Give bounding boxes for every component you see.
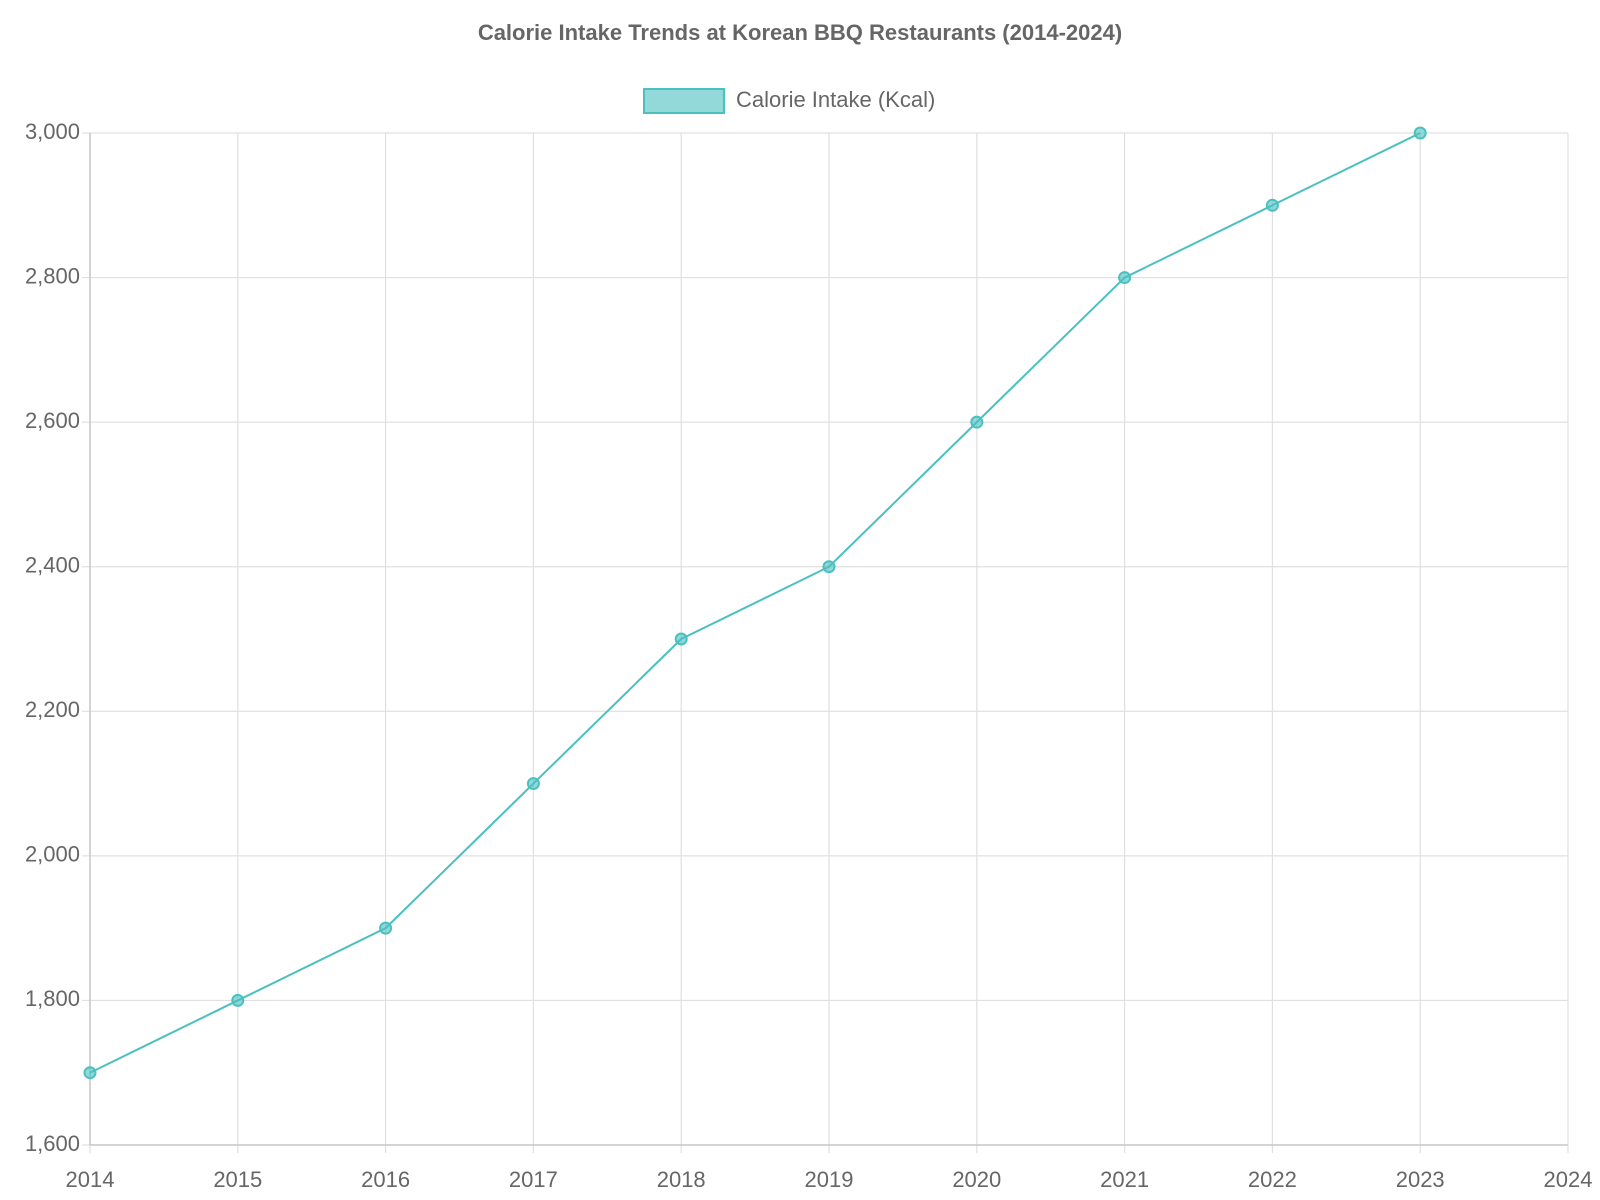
legend-label: Calorie Intake (Kcal) <box>736 87 935 112</box>
x-tick-label: 2015 <box>213 1167 262 1192</box>
data-point <box>379 921 393 935</box>
x-tick-label: 2014 <box>66 1167 115 1192</box>
data-point <box>1413 126 1427 140</box>
data-point <box>674 632 688 646</box>
x-tick-label: 2018 <box>657 1167 706 1192</box>
y-tick-label: 3,000 <box>25 119 80 144</box>
x-tick-label: 2024 <box>1544 1167 1593 1192</box>
data-point <box>1118 271 1132 285</box>
data-line <box>89 132 1421 1074</box>
x-tick-label: 2021 <box>1100 1167 1149 1192</box>
y-tick-label: 2,800 <box>25 263 80 288</box>
data-point <box>970 415 984 429</box>
y-tick-label: 1,600 <box>25 1131 80 1156</box>
data-point <box>231 993 245 1007</box>
x-tick-label: 2020 <box>952 1167 1001 1192</box>
chart-title: Calorie Intake Trends at Korean BBQ Rest… <box>478 20 1122 45</box>
x-tick-label: 2017 <box>509 1167 558 1192</box>
legend-swatch <box>643 88 725 114</box>
x-tick-label: 2023 <box>1396 1167 1445 1192</box>
data-point <box>526 777 540 791</box>
y-tick-label: 2,000 <box>25 842 80 867</box>
y-tick-label: 2,200 <box>25 697 80 722</box>
data-point <box>822 560 836 574</box>
x-tick-label: 2022 <box>1248 1167 1297 1192</box>
x-tick-label: 2019 <box>805 1167 854 1192</box>
data-point <box>1265 198 1279 212</box>
y-tick-label: 2,400 <box>25 553 80 578</box>
y-tick-label: 1,800 <box>25 986 80 1011</box>
x-tick-label: 2016 <box>361 1167 410 1192</box>
data-point <box>83 1066 97 1080</box>
y-tick-label: 2,600 <box>25 408 80 433</box>
